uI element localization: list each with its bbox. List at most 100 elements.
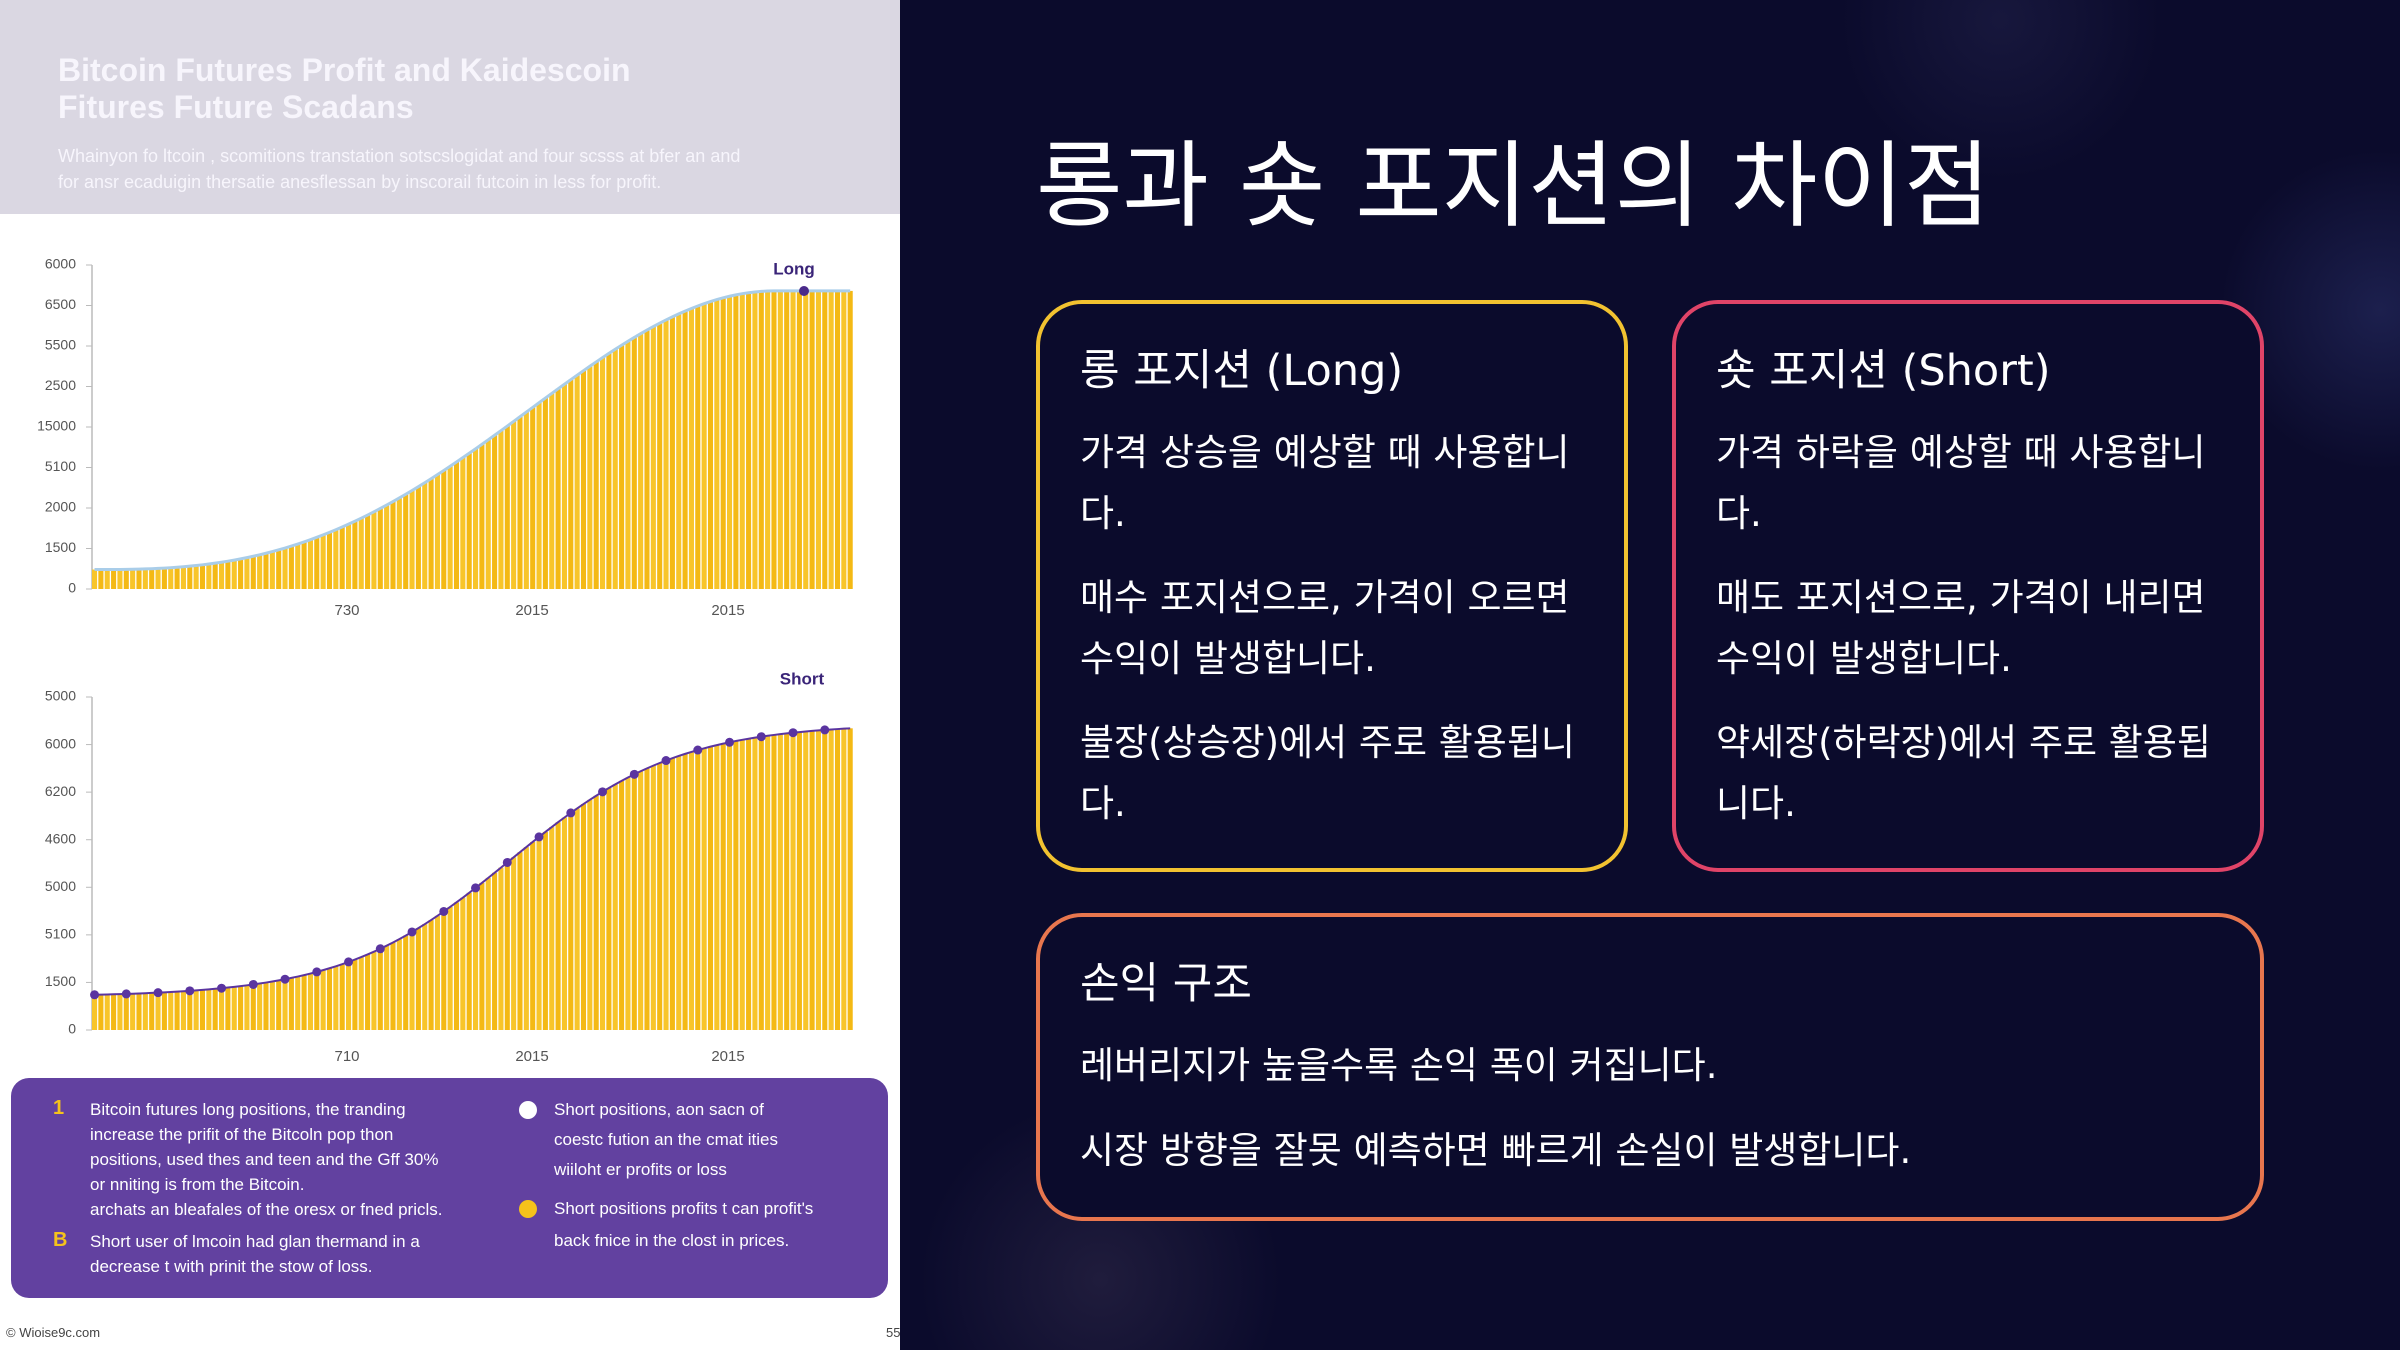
bar-decor: [638, 771, 644, 1030]
y-tick-label: 6500: [45, 296, 76, 312]
y-tick-label: 5000: [45, 878, 76, 894]
bar-decor: [485, 877, 491, 1030]
bar-decor: [250, 556, 256, 589]
bar-decor: [377, 508, 383, 589]
marker-dot: [566, 808, 576, 818]
bar-decor: [619, 780, 625, 1030]
bar-decor: [682, 311, 688, 589]
bar-decor: [739, 293, 745, 589]
y-tick-label: 0: [68, 1021, 76, 1037]
bar-decor: [536, 836, 542, 1030]
bar-decor: [822, 729, 828, 1030]
bar-decor: [339, 964, 345, 1030]
bar-decor: [695, 750, 701, 1030]
bar-decor: [123, 993, 129, 1030]
bar-decor: [180, 991, 186, 1030]
bar-decor: [441, 911, 447, 1030]
bar-decor: [384, 505, 390, 589]
marker-dot: [820, 725, 830, 735]
bar-decor: [333, 529, 339, 589]
bar-decor: [447, 906, 453, 1030]
bar-decor: [187, 990, 193, 1030]
bar-decor: [111, 569, 117, 589]
bar-decor: [92, 569, 98, 589]
x-tick-label: 2015: [515, 602, 548, 619]
bar-decor: [498, 867, 504, 1030]
bar-decor: [657, 763, 663, 1030]
bar-decor: [187, 566, 193, 589]
bar-decor: [206, 564, 212, 589]
bar-decor: [638, 333, 644, 589]
bar-decor: [752, 737, 758, 1030]
bar-decor: [415, 486, 421, 589]
marker-dot: [693, 745, 703, 755]
bar-decor: [669, 758, 675, 1030]
bar-decor: [511, 421, 517, 589]
bar-decor: [625, 341, 631, 589]
bar-decor: [593, 795, 599, 1030]
bar-decor: [358, 957, 364, 1030]
marker-dot: [344, 957, 354, 967]
bar-decor: [790, 290, 796, 589]
card-text: 매도 포지션으로, 가격이 내리면 수익이 발생합니다.: [1716, 576, 2206, 680]
bar-decor: [695, 305, 701, 589]
bar-decor: [282, 548, 288, 589]
bar-decor: [409, 931, 415, 1030]
marker-dot: [217, 983, 227, 993]
bar-decor: [752, 291, 758, 589]
bar-decor: [428, 920, 434, 1030]
bar-decor: [314, 971, 320, 1030]
bar-decor: [466, 453, 472, 589]
y-tick-label: 4600: [45, 830, 76, 846]
bar-decor: [403, 494, 409, 589]
bar-decor: [104, 569, 110, 589]
marker-dot: [534, 832, 544, 842]
bar-decor: [663, 319, 669, 589]
bar-decor: [409, 490, 415, 589]
bar-decor: [676, 313, 682, 589]
bar-decor: [365, 515, 371, 589]
bar-decor: [460, 457, 466, 589]
bar-decor: [803, 731, 809, 1030]
y-tick-label: 5100: [45, 926, 76, 942]
bar-decor: [511, 857, 517, 1030]
footer-page: 55: [886, 1325, 900, 1340]
bar-decor: [828, 290, 834, 589]
bar-decor: [834, 290, 841, 589]
bar-decor: [149, 992, 155, 1030]
bar-decor: [485, 439, 491, 589]
bar-decor: [612, 349, 618, 589]
bar-decor: [847, 728, 853, 1030]
bar-decor: [142, 568, 148, 589]
bar-decor: [257, 554, 263, 589]
bar-decor: [320, 970, 326, 1030]
bar-decor: [555, 822, 561, 1030]
short-card: 숏 포지션 (Short) 가격 하락을 예상할 때 사용합니다. 매도 포지션…: [1672, 300, 2264, 872]
bar-decor: [276, 549, 282, 589]
bar-decor: [733, 294, 739, 589]
bar-decor: [130, 993, 136, 1030]
infographic-header: Bitcoin Futures Profit and Kaidescoin Fi…: [0, 0, 900, 214]
bar-decor: [600, 791, 606, 1030]
bar-decor: [746, 738, 752, 1030]
bar-decor: [669, 316, 675, 589]
bar-decor: [701, 748, 707, 1030]
note-text: wiiloht er profits or loss: [554, 1160, 727, 1179]
bar-decor: [606, 353, 612, 589]
series-label: Short: [780, 669, 825, 688]
card-text: 매수 포지션으로, 가격이 오르면 수익이 발생합니다.: [1080, 576, 1570, 680]
bar-decor: [523, 847, 529, 1030]
bar-decor: [765, 735, 771, 1030]
bar-decor: [212, 563, 218, 589]
marker-dot: [90, 990, 100, 1000]
bar-decor: [123, 569, 129, 589]
bar-decor: [257, 983, 263, 1030]
bar-decor: [384, 945, 390, 1030]
bar-decor: [561, 817, 567, 1030]
bar-decor: [815, 290, 821, 589]
curve-decor: [94, 289, 851, 572]
bar-decor: [847, 290, 853, 589]
bar-decor: [320, 534, 326, 589]
bar-decor: [269, 551, 275, 589]
note-text: positions, used thes and teen and the Gf…: [90, 1150, 439, 1169]
